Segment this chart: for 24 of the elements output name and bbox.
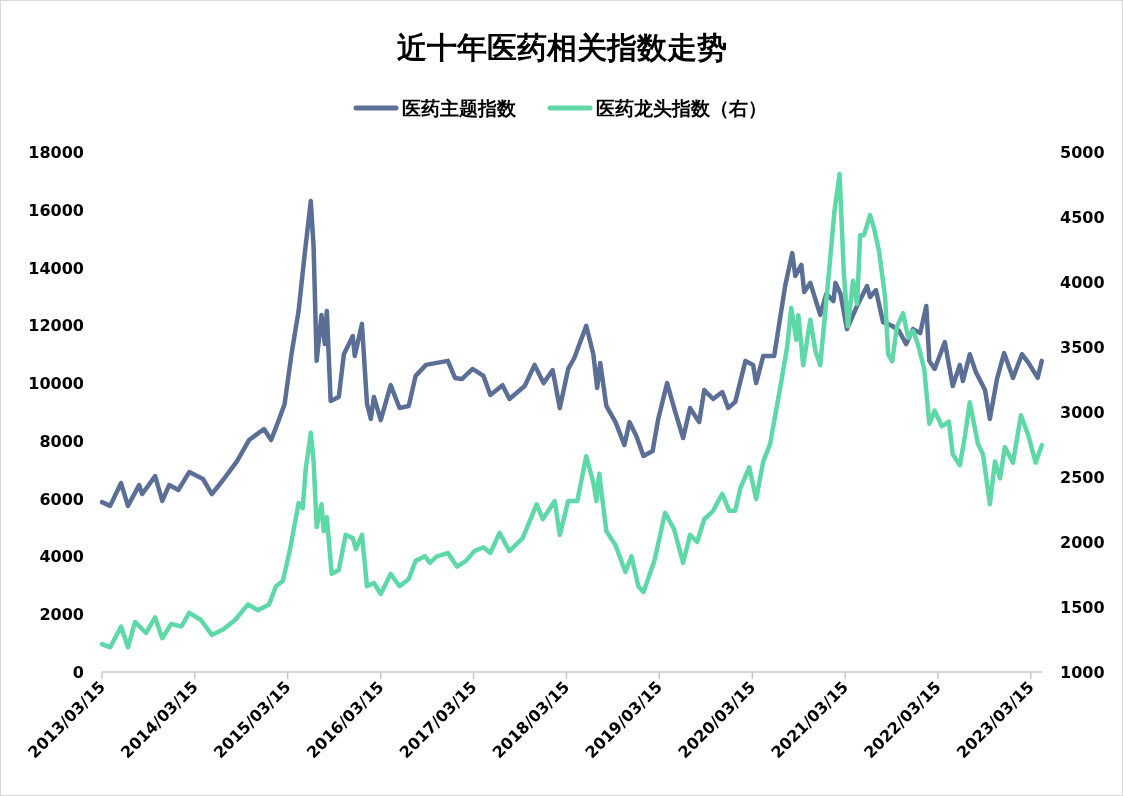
legend-label: 医药龙头指数（右） [596,97,767,119]
y-tick-label: 12000 [28,316,84,336]
y2-tick-label: 3000 [1060,403,1105,422]
y-tick-label: 4000 [39,547,84,567]
y2-tick-label: 5000 [1060,143,1105,162]
y-tick-label: 14000 [28,258,84,278]
y-tick-label: 0 [72,663,84,682]
y-tick-label: 18000 [28,143,84,162]
line-series [99,198,1044,509]
legend-label: 医药主题指数 [402,97,517,119]
y2-tick-label: 3500 [1060,338,1105,357]
y-tick-label: 6000 [39,489,84,509]
y2-tick-label: 2000 [1060,533,1105,552]
line-series [99,171,1044,650]
y2-tick-label: 2500 [1060,468,1105,487]
y-tick-label: 16000 [28,200,84,220]
y2-tick-label: 4000 [1060,273,1105,292]
y-tick-label: 8000 [39,431,84,451]
y-tick-label: 2000 [39,605,84,625]
y2-tick-label: 1500 [1060,598,1105,617]
y2-tick-label: 4500 [1060,208,1105,227]
y-tick-label: 10000 [28,374,84,394]
chart-title: 近十年医药相关指数走势 [396,30,727,65]
y2-tick-label: 1000 [1060,663,1105,682]
